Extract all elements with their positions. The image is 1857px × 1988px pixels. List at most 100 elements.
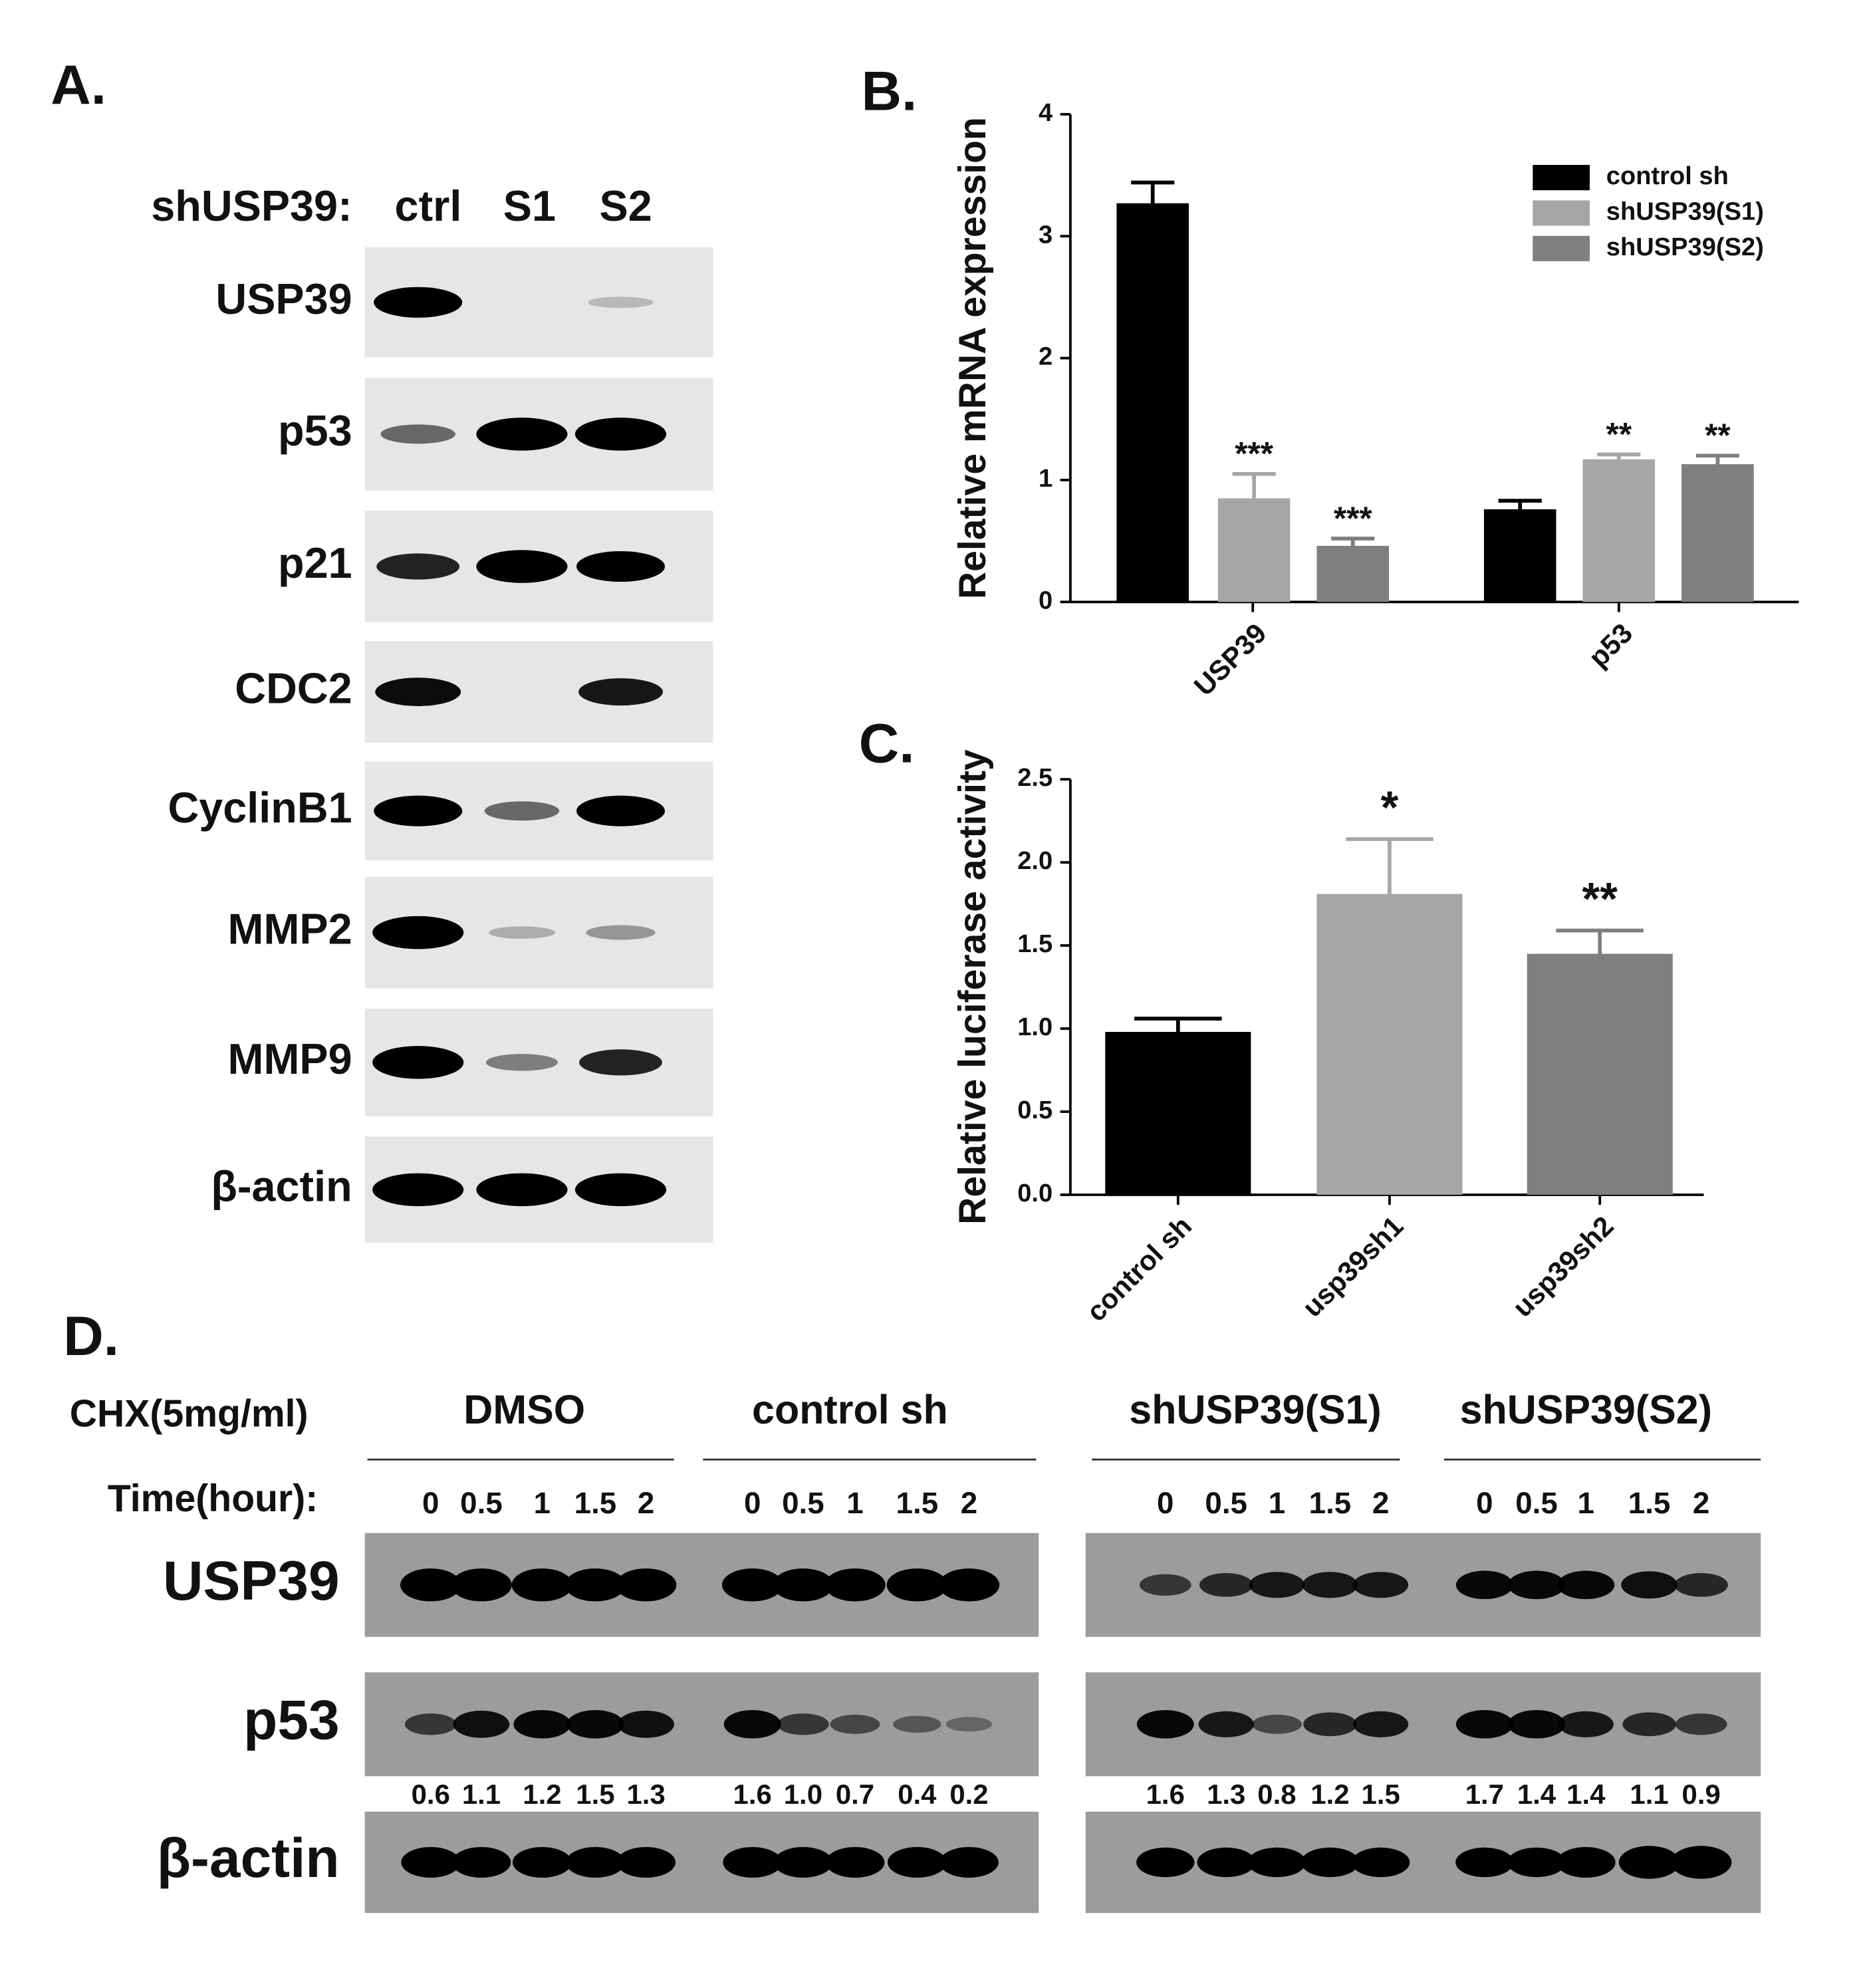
quantification: 1.3 (627, 1779, 666, 1810)
band (484, 801, 560, 821)
group-label: shUSP39(S1) (1129, 1387, 1381, 1432)
group-label: DMSO (463, 1387, 585, 1432)
band (374, 795, 463, 826)
time-value: 2 (1693, 1486, 1709, 1520)
band (830, 1714, 880, 1734)
band (380, 424, 455, 444)
band (1199, 1572, 1253, 1597)
time-value: 1.5 (1628, 1486, 1671, 1520)
band (939, 1846, 999, 1878)
blot-label: p21 (278, 539, 352, 587)
band (1556, 1846, 1616, 1878)
y-tick-label: 2.0 (1017, 847, 1052, 875)
band (1300, 1847, 1360, 1878)
significance: ** (1606, 416, 1632, 453)
significance: * (1381, 782, 1399, 833)
band (588, 297, 654, 309)
time-value: 0 (1157, 1486, 1174, 1520)
panel-label: B. (862, 59, 918, 122)
legend-swatch (1533, 235, 1590, 261)
bar (1681, 464, 1754, 602)
lane-label: S1 (503, 182, 556, 230)
band (1247, 1847, 1306, 1878)
band (579, 1049, 662, 1076)
band (945, 1717, 993, 1732)
band (1508, 1570, 1565, 1600)
quantification: 1.0 (784, 1779, 822, 1810)
band (1136, 1710, 1194, 1739)
band (723, 1710, 781, 1739)
legend-label: shUSP39(S2) (1606, 233, 1764, 261)
y-tick-label: 0.5 (1017, 1096, 1052, 1124)
band (488, 926, 556, 939)
panel-label: D. (63, 1305, 119, 1367)
band (721, 1568, 783, 1602)
quantification: 0.6 (412, 1779, 450, 1810)
band (773, 1568, 834, 1602)
blot-label: β-actin (157, 1826, 340, 1889)
significance: *** (1235, 435, 1274, 472)
time-value: 1.5 (896, 1486, 939, 1520)
quantification: 1.1 (1630, 1779, 1668, 1810)
y-tick-label: 1.5 (1017, 930, 1052, 958)
time-value: 1 (1269, 1486, 1285, 1520)
time-value: 0.5 (460, 1486, 503, 1520)
quantification: 1.7 (1465, 1779, 1504, 1810)
band (476, 1173, 568, 1207)
blot-label: USP39 (163, 1549, 340, 1612)
band (513, 1710, 571, 1739)
quantification: 0.7 (836, 1779, 874, 1810)
blot-label: p53 (278, 406, 352, 455)
y-axis-label: Relative mRNA expression (951, 117, 994, 599)
blot-label: USP39 (215, 275, 352, 323)
band (1621, 1571, 1677, 1599)
band (401, 1846, 461, 1878)
band (618, 1710, 674, 1738)
band (476, 418, 568, 451)
lane-label: S2 (600, 182, 652, 230)
y-tick-label: 2 (1039, 343, 1052, 371)
blot-label: MMP2 (228, 905, 352, 953)
band (1622, 1712, 1676, 1737)
legend-label: control sh (1606, 162, 1729, 190)
band (777, 1713, 829, 1735)
time-value: 1 (1578, 1486, 1594, 1520)
legend-label: shUSP39(S1) (1606, 198, 1764, 226)
band (1197, 1847, 1255, 1878)
band (886, 1568, 948, 1602)
band (824, 1568, 886, 1602)
band (1249, 1572, 1305, 1598)
band (1507, 1847, 1566, 1878)
band (1351, 1847, 1410, 1878)
band (376, 553, 460, 580)
band (451, 1846, 511, 1878)
band (476, 550, 568, 583)
band (564, 1568, 626, 1602)
band (1139, 1574, 1191, 1596)
group-label: shUSP39(S2) (1460, 1387, 1712, 1432)
y-tick-label: 1 (1039, 465, 1052, 493)
time-value: 0.5 (1515, 1486, 1558, 1520)
quantification: 1.4 (1566, 1779, 1606, 1810)
bar (1217, 498, 1291, 602)
band (1136, 1847, 1195, 1878)
quantification: 1.6 (733, 1779, 772, 1810)
band (938, 1568, 1000, 1602)
significance: ** (1582, 874, 1618, 925)
band (485, 1054, 558, 1071)
band (1455, 1847, 1514, 1878)
band (1198, 1711, 1254, 1737)
band (1618, 1846, 1680, 1879)
legend-swatch (1533, 165, 1590, 191)
quantification: 1.4 (1517, 1779, 1556, 1810)
band (1251, 1714, 1302, 1734)
bar (1316, 894, 1463, 1195)
quantification: 1.5 (576, 1779, 614, 1810)
band (615, 1568, 677, 1602)
time-value: 2 (638, 1486, 654, 1520)
band (1455, 1710, 1513, 1739)
legend-swatch (1533, 200, 1590, 226)
time-value: 2 (961, 1486, 977, 1520)
quantification: 1.5 (1362, 1779, 1400, 1810)
